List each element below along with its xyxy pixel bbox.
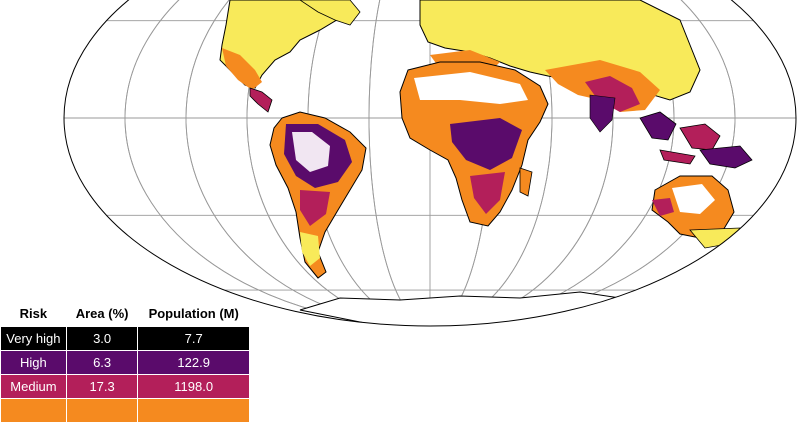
south-america-landmass bbox=[269, 111, 367, 279]
legend-header-population: Population (M) bbox=[137, 300, 250, 327]
legend-header-area: Area (%) bbox=[66, 300, 138, 327]
legend-area-value bbox=[65, 398, 139, 423]
legend-header-row: Risk Area (%) Population (M) bbox=[0, 300, 250, 327]
legend-row-medium: Medium 17.3 1198.0 bbox=[0, 374, 250, 399]
legend-risk-label: High bbox=[0, 350, 67, 375]
legend-area-value: 6.3 bbox=[65, 350, 139, 375]
legend-population-value: 1198.0 bbox=[137, 374, 250, 399]
africa-landmass bbox=[399, 61, 549, 227]
map-outline bbox=[63, 0, 797, 327]
legend-row-low bbox=[0, 398, 250, 423]
north-america-landmass bbox=[219, 0, 361, 113]
eurasia-landmass bbox=[419, 0, 701, 133]
legend-risk-label: Very high bbox=[0, 326, 67, 351]
legend-population-value: 7.7 bbox=[137, 326, 250, 351]
risk-world-map bbox=[63, 0, 797, 327]
risk-legend-table: Risk Area (%) Population (M) Very high 3… bbox=[0, 300, 250, 423]
legend-population-value bbox=[137, 398, 250, 423]
legend-risk-label: Medium bbox=[0, 374, 67, 399]
legend-risk-label bbox=[0, 398, 67, 423]
southeast-asia-islands bbox=[639, 111, 753, 169]
legend-header-risk: Risk bbox=[0, 300, 67, 327]
legend-area-value: 17.3 bbox=[65, 374, 139, 399]
legend-area-value: 3.0 bbox=[65, 326, 139, 351]
australia-landmass bbox=[651, 175, 751, 249]
legend-population-value: 122.9 bbox=[137, 350, 250, 375]
legend-row-very-high: Very high 3.0 7.7 bbox=[0, 326, 250, 351]
legend-row-high: High 6.3 122.9 bbox=[0, 350, 250, 375]
